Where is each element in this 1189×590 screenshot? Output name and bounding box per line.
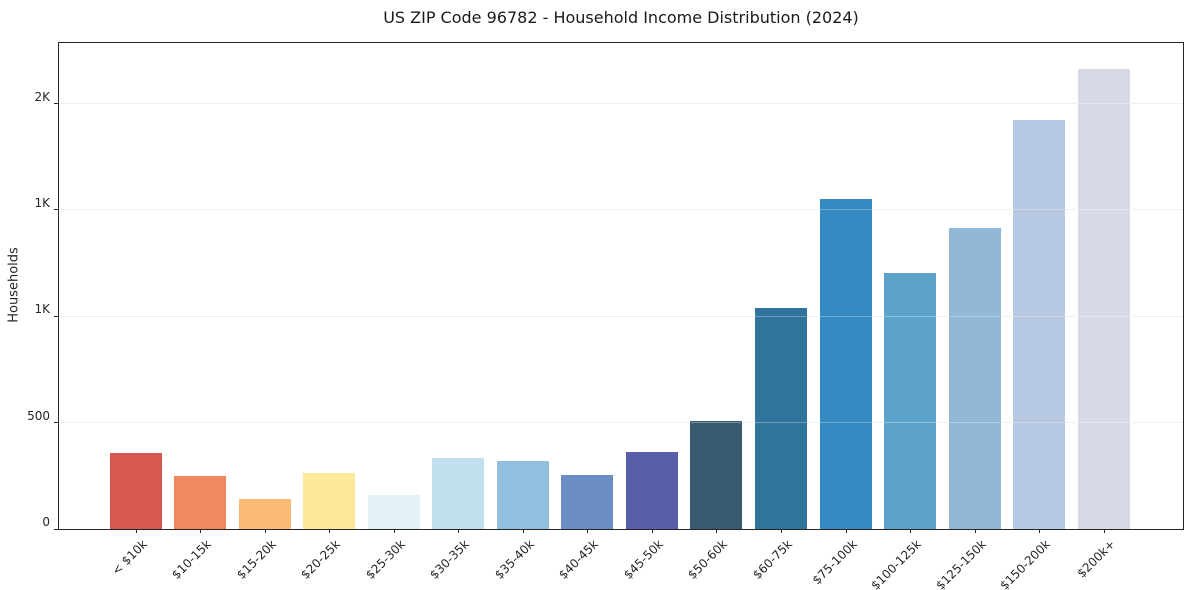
gridline-overlay: [59, 315, 1183, 317]
bar-3: [238, 499, 291, 529]
x-tick-mark: [264, 529, 266, 533]
x-tick-mark: [651, 529, 653, 533]
y-tick-mark: [54, 209, 58, 211]
bar-8: [561, 474, 614, 529]
x-tick-label: $45-50k: [620, 537, 666, 582]
gridline: [59, 315, 1183, 317]
x-tick-label: $25-30k: [362, 537, 408, 582]
x-tick-label: $125-150k: [932, 537, 989, 590]
x-tick-mark: [1103, 529, 1105, 533]
bar-2: [174, 475, 227, 529]
bar-13: [884, 273, 937, 529]
x-tick-mark: [845, 529, 847, 533]
bar-5: [367, 495, 420, 529]
plot-area: < $10k $10-15k $15-20k $20-25k $25-30k $30-35…: [27, 42, 1184, 590]
x-tick-mark: [522, 529, 524, 533]
x-tick-label: $150-200k: [997, 537, 1054, 590]
x-tick-label: $10-15k: [169, 537, 214, 582]
x-tick-label: $60-75k: [750, 537, 795, 582]
x-tick-mark: [974, 529, 976, 533]
bar-11: [755, 308, 807, 529]
x-tick-mark: [200, 529, 202, 533]
x-tick-label: $30-35k: [427, 537, 473, 582]
y-tick-label: 1K: [34, 195, 50, 210]
bar-12: [819, 199, 872, 529]
x-tick-mark: [135, 529, 137, 533]
y-tick-label: 0: [42, 515, 50, 529]
bar-15: [1013, 120, 1066, 529]
x-tick-mark: [716, 529, 718, 533]
bar-16: [1077, 69, 1130, 529]
gridline: [59, 103, 1183, 105]
y-axis-label: Households: [6, 247, 22, 323]
bar-4: [303, 473, 356, 529]
x-tick-mark: [781, 529, 782, 533]
y-tick-label: 2K: [34, 89, 50, 104]
x-tick-label: $200k+: [1074, 537, 1118, 581]
x-tick-label: $40-45k: [556, 537, 602, 582]
gridline-overlay: [59, 422, 1183, 424]
y-tick-mark: [54, 422, 58, 424]
bar-1: [109, 452, 162, 529]
gridline-overlay: [59, 209, 1183, 211]
x-tick-label: $15-20k: [233, 537, 279, 582]
y-tick-label: 1K: [34, 302, 50, 317]
gridline-overlay: [59, 103, 1183, 105]
x-tick-label: < $10k: [108, 537, 150, 578]
bar-9: [625, 451, 678, 529]
x-tick-mark: [329, 529, 331, 533]
x-tick-mark: [587, 529, 589, 533]
y-tick-mark: [54, 315, 58, 317]
x-tick-mark: [458, 529, 460, 533]
y-tick-mark: [54, 103, 58, 105]
bar-6: [432, 457, 485, 529]
chart-title: US ZIP Code 96782 - Household Income Dis…: [383, 8, 859, 27]
x-tick-label: $75-100k: [809, 537, 860, 588]
bar-14: [948, 227, 1001, 529]
x-tick-mark: [1039, 529, 1041, 533]
bar-10: [690, 420, 743, 529]
bar-7: [496, 460, 549, 529]
x-tick-mark: [393, 529, 395, 533]
gridline: [59, 422, 1183, 424]
x-tick-mark: [910, 529, 912, 533]
y-tick-label: 500: [27, 408, 50, 423]
gridline: [59, 209, 1183, 211]
y-tick-mark: [54, 528, 58, 530]
x-tick-label: $20-25k: [298, 537, 344, 582]
x-tick-label: $50-60k: [685, 537, 731, 582]
x-tick-label: $100-125k: [868, 537, 924, 590]
x-tick-label: $35-40k: [491, 537, 537, 582]
